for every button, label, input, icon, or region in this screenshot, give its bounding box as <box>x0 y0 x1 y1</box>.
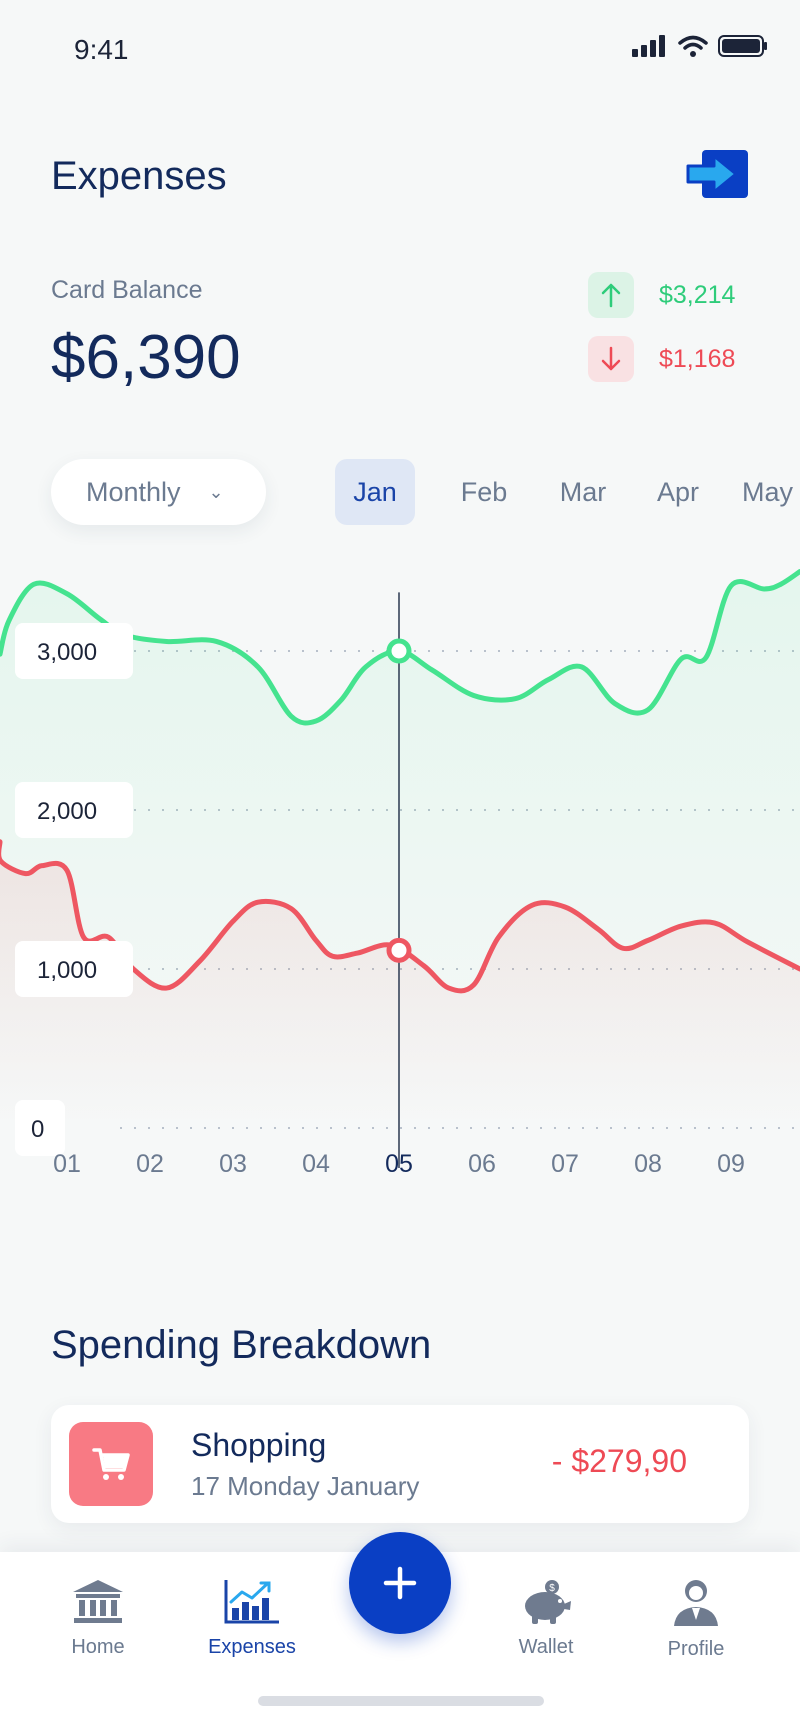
expense-stat: $1,168 <box>588 336 735 382</box>
series-area <box>0 841 800 1128</box>
nav-expenses-label: Expenses <box>208 1636 296 1658</box>
tab-jan[interactable]: Jan <box>335 459 415 525</box>
bank-icon <box>73 1580 123 1623</box>
y-label-bg <box>15 1100 65 1156</box>
transaction-title: Shopping <box>191 1427 327 1463</box>
expense-line <box>0 839 800 994</box>
income-stat: $3,214 <box>588 272 735 318</box>
expense-value: $1,168 <box>659 344 736 373</box>
highlight-point[interactable] <box>386 937 412 963</box>
cart-icon <box>69 1422 153 1506</box>
svg-text:$: $ <box>549 1583 555 1594</box>
battery-icon <box>718 35 767 57</box>
nav-home[interactable]: Home <box>38 1578 158 1659</box>
logout-icon <box>686 150 748 198</box>
x-tick-label[interactable]: 03 <box>219 1150 247 1178</box>
x-tick-label[interactable]: 08 <box>634 1150 662 1178</box>
x-tick-label[interactable]: 04 <box>302 1150 330 1178</box>
income-value: $3,214 <box>659 280 736 309</box>
nav-profile-label: Profile <box>667 1638 725 1660</box>
chevron-down-icon: ⌄ <box>208 481 224 502</box>
tab-mar[interactable]: Mar <box>559 476 607 507</box>
chart-icon <box>224 1580 279 1624</box>
transaction-shopping[interactable]: Shopping 17 Monday January - $279,90 <box>51 1405 749 1523</box>
wifi-icon <box>678 35 708 57</box>
y-tick-label: 1,000 <box>37 957 97 984</box>
page-title: Expenses <box>51 154 227 198</box>
piggy-bank-icon: $ <box>525 1580 571 1624</box>
y-tick-label: 3,000 <box>37 639 97 666</box>
y-label-bg <box>15 623 133 679</box>
breakdown-title: Spending Breakdown <box>51 1323 432 1367</box>
nav-profile[interactable]: Profile <box>636 1578 756 1661</box>
home-indicator <box>258 1696 544 1706</box>
arrow-up-icon <box>588 272 634 318</box>
period-dropdown[interactable]: Monthly ⌄ <box>51 459 266 525</box>
tab-may[interactable]: May <box>742 476 794 507</box>
arrow-down-icon <box>588 336 634 382</box>
balance-label: Card Balance <box>51 276 203 304</box>
y-label-bg <box>15 782 133 838</box>
x-tick-label[interactable]: 06 <box>468 1150 496 1178</box>
x-tick-label[interactable]: 05 <box>385 1150 413 1178</box>
logout-button[interactable] <box>684 150 748 200</box>
balance-value: $6,390 <box>51 323 241 392</box>
user-icon <box>674 1580 718 1626</box>
y-tick-label: 2,000 <box>37 798 97 825</box>
x-tick-label[interactable]: 02 <box>136 1150 164 1178</box>
x-tick-label[interactable]: 01 <box>53 1150 81 1178</box>
nav-wallet[interactable]: $ Wallet <box>486 1578 606 1659</box>
status-icons <box>632 34 768 58</box>
tab-apr[interactable]: Apr <box>656 476 700 507</box>
signal-icon <box>632 35 665 57</box>
status-time: 9:41 <box>74 34 129 65</box>
tab-feb[interactable]: Feb <box>460 476 508 507</box>
x-tick-label[interactable]: 09 <box>717 1150 745 1178</box>
plus-icon <box>383 1566 417 1600</box>
expense-chart: 0 1,000 2,000 3,000 01 02 03 04 05 06 07 08 09 <box>0 569 800 1178</box>
nav-home-label: Home <box>71 1636 125 1658</box>
nav-wallet-label: Wallet <box>518 1636 574 1658</box>
highlight-point[interactable] <box>386 638 412 664</box>
transaction-amount: - $279,90 <box>551 1443 687 1479</box>
y-tick-label: 0 <box>31 1116 44 1143</box>
nav-expenses[interactable]: Expenses <box>192 1578 312 1659</box>
y-label-bg <box>15 941 133 997</box>
x-tick-label[interactable]: 07 <box>551 1150 579 1178</box>
period-dropdown-label: Monthly <box>86 476 181 507</box>
transaction-date: 17 Monday January <box>191 1471 420 1501</box>
bottom-nav: Home Expenses $ Wallet <box>0 1532 800 1728</box>
add-button[interactable] <box>349 1532 451 1634</box>
